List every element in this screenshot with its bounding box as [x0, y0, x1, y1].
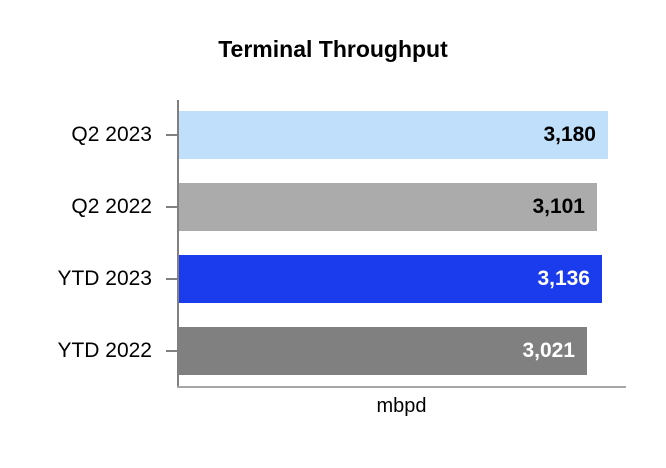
bar: 3,101 — [179, 183, 597, 231]
category-label: YTD 2023 — [57, 267, 152, 290]
bar-row: Q2 2023 3,180 — [0, 111, 666, 159]
axis-tick — [166, 278, 177, 280]
bar-row: YTD 2022 3,021 — [0, 327, 666, 375]
chart-title: Terminal Throughput — [218, 36, 448, 62]
x-axis-label: mbpd — [376, 395, 427, 417]
category-label: Q2 2023 — [71, 123, 152, 146]
axis-tick — [166, 350, 177, 352]
bar-value-label: 3,021 — [522, 339, 575, 362]
x-axis-line — [177, 386, 626, 388]
bar-value-label: 3,180 — [543, 123, 596, 146]
bar-value-label: 3,101 — [532, 195, 585, 218]
bar-row: Q2 2022 3,101 — [0, 183, 666, 231]
bar: 3,021 — [179, 327, 587, 375]
bar: 3,136 — [179, 255, 602, 303]
category-label: YTD 2022 — [57, 339, 152, 362]
bar: 3,180 — [179, 111, 608, 159]
y-axis-line — [177, 100, 179, 388]
category-label: Q2 2022 — [71, 195, 152, 218]
bar-row: YTD 2023 3,136 — [0, 255, 666, 303]
axis-tick — [166, 134, 177, 136]
bar-value-label: 3,136 — [537, 267, 590, 290]
axis-tick — [166, 206, 177, 208]
